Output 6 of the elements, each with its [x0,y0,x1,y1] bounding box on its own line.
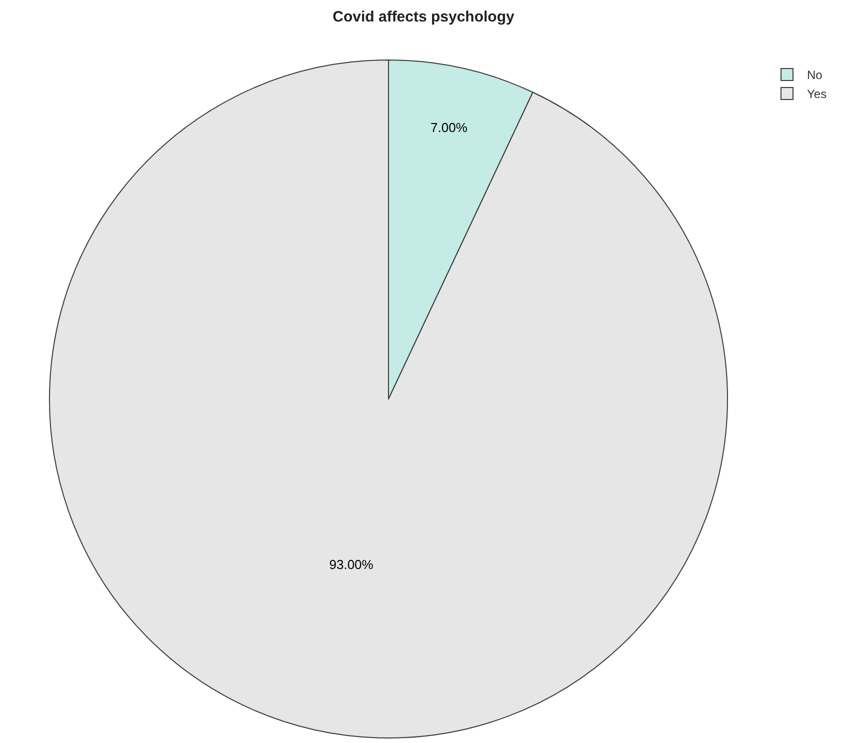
legend-label: No [807,68,823,82]
legend-label: Yes [807,87,827,102]
data-label: 93.00% [329,556,374,572]
pie-slice [49,60,728,738]
data-label: 7.00% [430,120,468,135]
chart-title: Covid affects psychology [332,8,516,26]
